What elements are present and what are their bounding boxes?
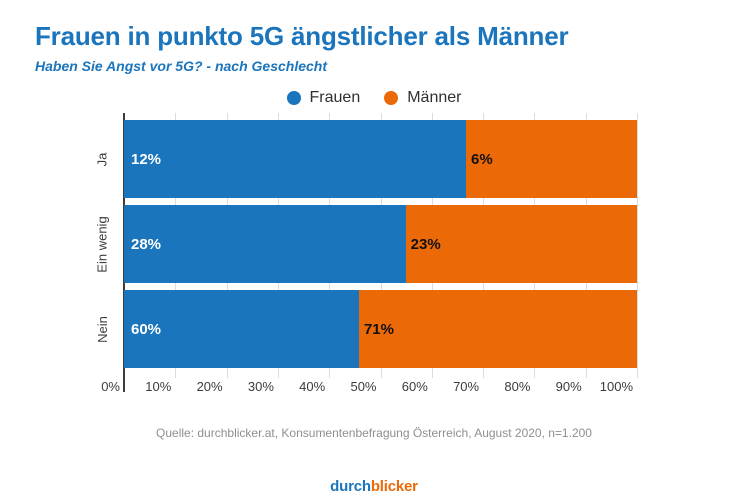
stacked-bar-chart: 12% 6% 28% 23% 60% 71%: [124, 113, 638, 378]
page-title: Frauen in punkto 5G ängstlicher als Männ…: [35, 21, 569, 51]
x-tick-label: 30%: [247, 379, 274, 394]
durchblicker-logo: durchblicker: [0, 478, 748, 495]
legend-item-frauen: Frauen: [286, 89, 361, 107]
category-label-ja: Ja: [94, 152, 110, 166]
bar-segment-frauen: 60%: [124, 290, 359, 368]
category-label-nein: Nein: [94, 315, 110, 343]
bar-row-ein-wenig: 28% 23%: [124, 205, 637, 283]
x-tick-label: 50%: [350, 379, 377, 394]
bar-segment-frauen: 28%: [124, 205, 406, 283]
bar-segment-frauen: 12%: [124, 120, 466, 198]
x-tick-label: 80%: [504, 379, 531, 394]
value-label-frauen: 60%: [131, 320, 162, 338]
legend-label: Männer: [407, 89, 462, 106]
value-label-frauen: 28%: [131, 235, 162, 253]
chart-legend: Frauen Männer: [0, 89, 748, 107]
gridline: [637, 113, 638, 378]
page-subtitle: Haben Sie Angst vor 5G? - nach Geschlech…: [35, 58, 327, 74]
x-tick-label: 100%: [599, 379, 633, 394]
x-axis-tick-labels: 0% 10% 20% 30% 40% 50% 60% 70% 80% 90% 100%: [101, 379, 637, 395]
source-note: Quelle: durchblicker.at, Konsumentenbefr…: [156, 426, 592, 440]
x-tick-label: 60%: [401, 379, 428, 394]
bar-segment-maenner: 6%: [466, 120, 637, 198]
logo-text-orange: blicker: [370, 478, 418, 495]
legend-label: Frauen: [309, 89, 361, 106]
bar-segment-maenner: 23%: [405, 205, 637, 283]
bar-row-nein: 60% 71%: [124, 290, 637, 368]
bar-segment-maenner: 71%: [358, 290, 637, 368]
bar-row-ja: 12% 6%: [124, 120, 637, 198]
value-label-maenner: 71%: [363, 320, 394, 338]
logo-text-blue: durch: [330, 478, 371, 495]
x-tick-label: 20%: [196, 379, 223, 394]
legend-item-männer: Männer: [384, 89, 461, 107]
x-tick-label: 40%: [299, 379, 326, 394]
value-label-maenner: 23%: [410, 235, 441, 253]
x-tick-label: 0%: [101, 379, 120, 394]
value-label-frauen: 12%: [131, 150, 162, 168]
legend-dot-frauen: [286, 91, 301, 105]
value-label-maenner: 6%: [471, 150, 493, 168]
category-label-ein-wenig: Ein wenig: [94, 215, 110, 273]
x-tick-label: 90%: [555, 379, 582, 394]
legend-dot-männer: [384, 91, 399, 105]
x-tick-label: 10%: [145, 379, 172, 394]
x-tick-label: 70%: [453, 379, 480, 394]
